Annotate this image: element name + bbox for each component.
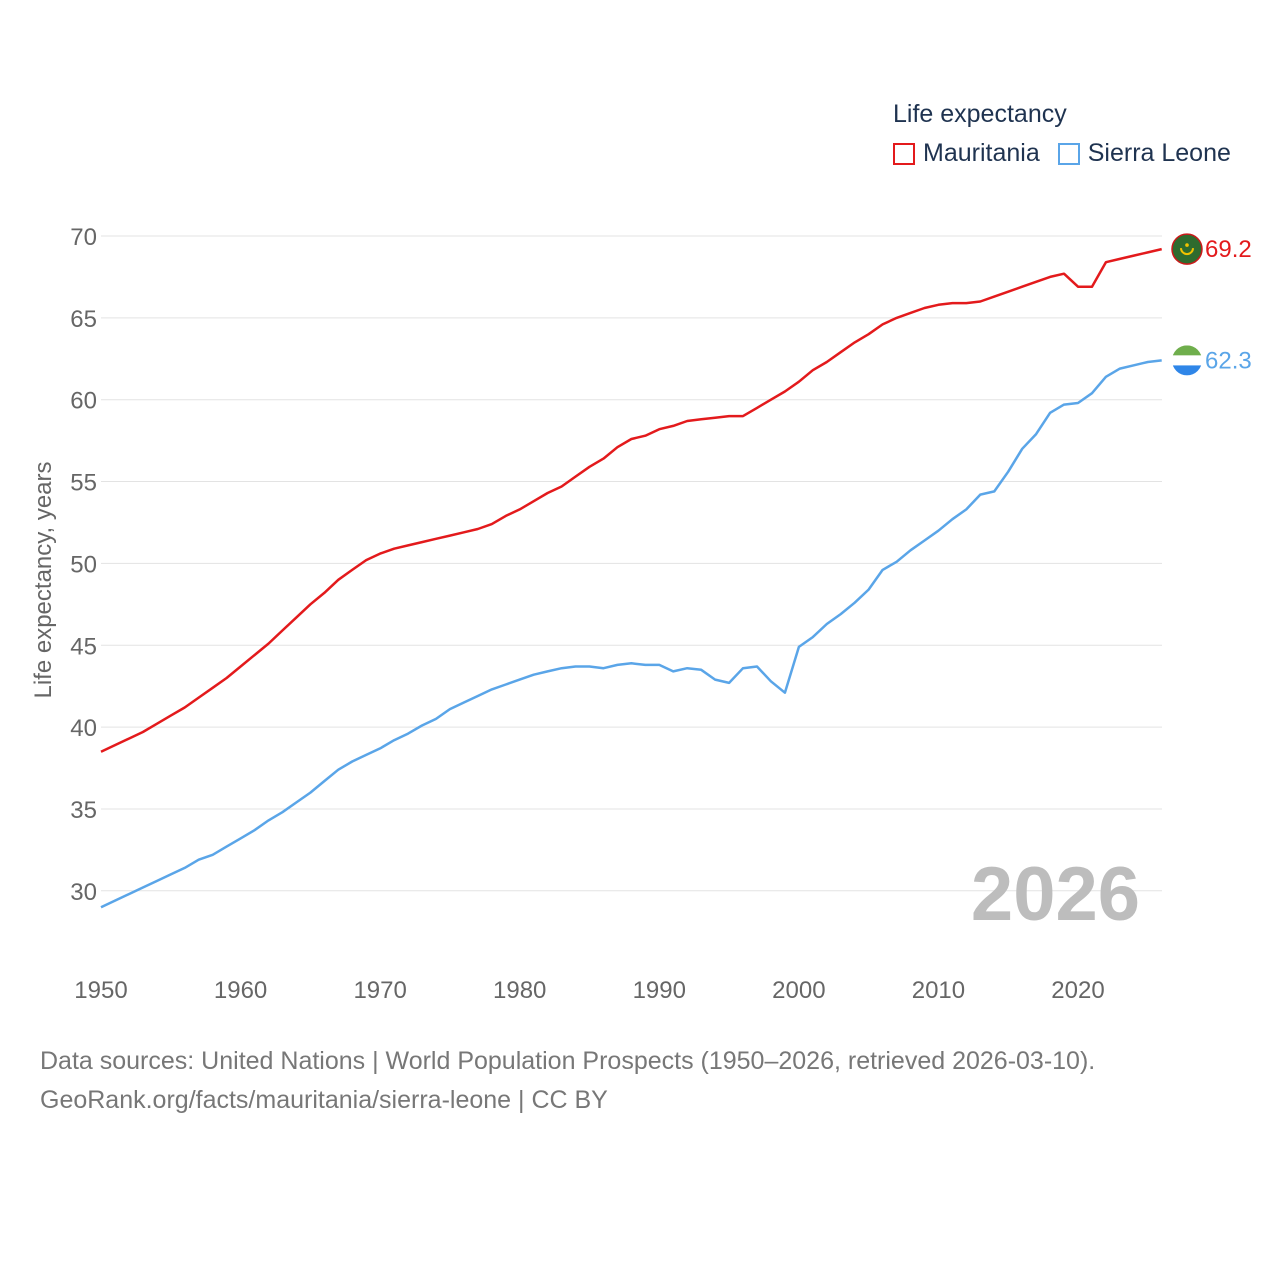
y-tick-label-70: 70: [70, 224, 97, 251]
y-tick-label-65: 65: [70, 306, 97, 333]
x-tick-label-1970: 1970: [353, 977, 406, 1004]
legend-item-mauritania[interactable]: Mauritania: [893, 139, 1040, 168]
y-tick-label-55: 55: [70, 470, 97, 497]
legend-item-sierra-leone[interactable]: Sierra Leone: [1057, 139, 1231, 168]
x-tick-label-1960: 1960: [214, 977, 267, 1004]
legend-swatch-mauritania: [893, 142, 915, 165]
x-tick-label-2000: 2000: [772, 977, 825, 1004]
source-line-1: Data sources: United Nations | World Pop…: [40, 1047, 1096, 1075]
x-tick-label-2020: 2020: [1051, 977, 1104, 1004]
legend-swatch-sierra-leone: [1057, 142, 1080, 165]
series-line-mauritania: [100, 247, 1162, 753]
series-lines: [100, 247, 1162, 909]
legend-label-mauritania: Mauritania: [923, 139, 1040, 167]
grid: [101, 235, 1162, 892]
end-markers: 69.2 62.3: [1171, 233, 1252, 376]
y-tick-label-40: 40: [70, 715, 97, 742]
legend-label-sierra-leone: Sierra Leone: [1087, 139, 1231, 167]
y-tick-label-60: 60: [70, 388, 97, 415]
y-tick-label-50: 50: [70, 551, 97, 578]
x-axis-ticks: 1950 1960 1970 1980 1990 2000 2010 2020: [74, 977, 1104, 1004]
x-tick-label-1950: 1950: [74, 977, 127, 1004]
legend: Life expectancy Mauritania Sierra Leone: [893, 100, 1249, 168]
sierra-leone-flag-icon: [1172, 345, 1202, 376]
mauritania-flag-icon: [1171, 233, 1203, 265]
y-axis-label: Life expectancy, years: [30, 461, 57, 698]
y-tick-label-30: 30: [70, 879, 97, 906]
year-watermark: 2026: [971, 852, 1140, 937]
end-label-sierra-leone: 62.3: [1205, 347, 1252, 374]
x-tick-label-1980: 1980: [493, 977, 546, 1004]
y-tick-label-45: 45: [70, 633, 97, 660]
source-note: Data sources: United Nations | World Pop…: [40, 1042, 1095, 1120]
x-tick-label-2010: 2010: [912, 977, 965, 1004]
end-label-mauritania: 69.2: [1205, 236, 1252, 263]
legend-title: Life expectancy: [893, 100, 1067, 128]
y-axis-ticks: 30 35 40 45 50 55 60 65 70: [70, 224, 97, 906]
y-tick-label-35: 35: [70, 797, 97, 824]
source-line-2[interactable]: GeoRank.org/facts/mauritania/sierra-leon…: [40, 1086, 608, 1114]
series-line-sierra-leone: [100, 359, 1162, 909]
x-tick-label-1990: 1990: [633, 977, 686, 1004]
